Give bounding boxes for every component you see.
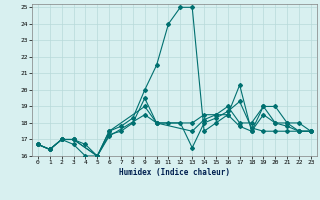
X-axis label: Humidex (Indice chaleur): Humidex (Indice chaleur) <box>119 168 230 177</box>
